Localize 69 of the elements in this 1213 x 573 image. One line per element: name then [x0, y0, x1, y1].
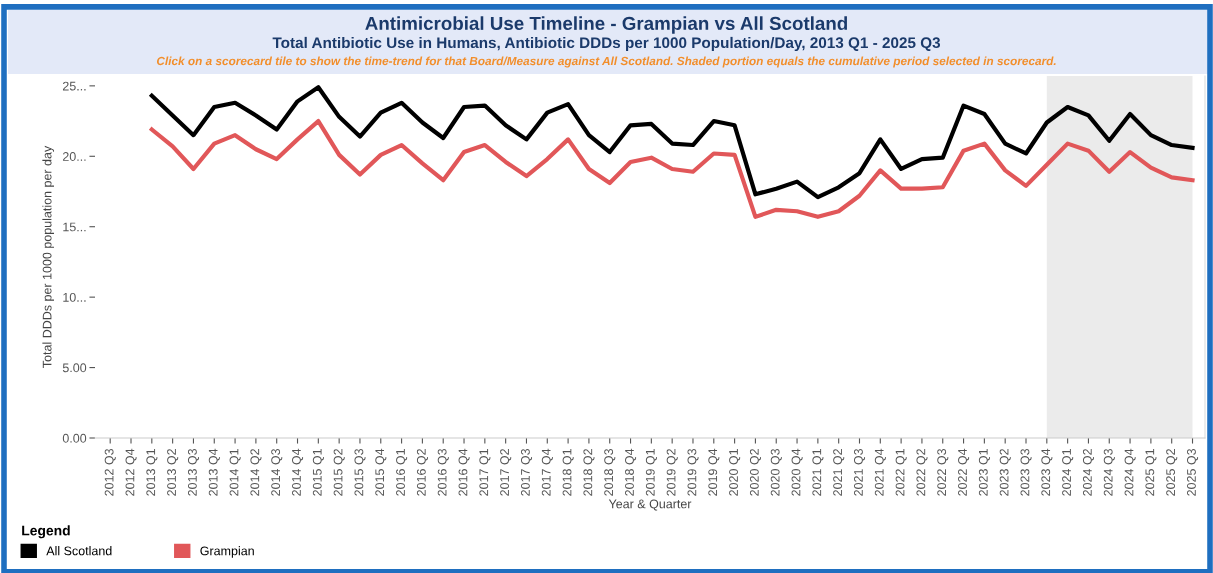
x-tick-label: 2015 Q3: [354, 448, 366, 496]
x-tick-label: 2019 Q4: [708, 448, 720, 496]
legend-label: Grampian: [200, 546, 254, 558]
x-tick-label: 2023 Q1: [978, 449, 990, 496]
x-tick-label: 2017 Q3: [520, 448, 533, 496]
x-tick-label: 2016 Q1: [396, 449, 408, 496]
x-tick-label: 2025 Q2: [1166, 449, 1178, 496]
x-tick-label: 2015 Q4: [375, 448, 387, 496]
x-tick-label: 2021 Q2: [833, 449, 845, 496]
x-tick-label: 2016 Q2: [416, 449, 428, 496]
x-tick-label: 2020 Q2: [749, 449, 762, 496]
x-tick-label: 2022 Q3: [937, 448, 949, 496]
x-tick-label: 2016 Q3: [437, 448, 449, 496]
x-tick-label: 2013 Q4: [208, 448, 220, 496]
x-tick-label: 2013 Q2: [167, 449, 179, 496]
y-tick-label: 5.00: [62, 363, 87, 373]
x-tick-label: 2023 Q2: [999, 449, 1011, 496]
x-tick-label: 2017 Q2: [500, 449, 512, 496]
x-tick-label: 2025 Q1: [1145, 449, 1157, 496]
x-tick-label: 2016 Q4: [458, 448, 470, 496]
x-tick-label: 2018 Q1: [562, 449, 574, 496]
x-tick-label: 2021 Q3: [853, 448, 866, 496]
x-tick-label: 2012 Q3: [104, 448, 116, 496]
x-tick-label: 2015 Q2: [333, 449, 345, 496]
x-tick-label: 2020 Q3: [770, 448, 782, 496]
x-tick-label: 2024 Q3: [1103, 448, 1115, 496]
y-tick-label: 10...: [63, 292, 86, 302]
x-tick-label: 2017 Q1: [479, 449, 491, 496]
x-tick-label: 2023 Q4: [1041, 448, 1053, 496]
x-axis-title: Year & Quarter: [608, 499, 692, 511]
y-tick-label: 15...: [63, 222, 86, 232]
x-tick-label: 2022 Q4: [958, 448, 970, 496]
x-tick-label: 2022 Q1: [895, 449, 907, 496]
y-tick-label: 25...: [62, 81, 86, 91]
line-series: [149, 118, 1195, 219]
line-series: [149, 85, 1195, 200]
x-tick-label: 2022 Q2: [916, 449, 928, 496]
x-tick-label: 2025 Q3: [1187, 448, 1199, 496]
x-tick-label: 2023 Q3: [1020, 448, 1032, 496]
x-tick-label: 2012 Q4: [125, 448, 137, 496]
x-tick-label: 2013 Q1: [146, 449, 158, 496]
legend-title: Legend: [22, 525, 70, 539]
legend-label: All Scotland: [46, 546, 112, 556]
x-tick-label: 2021 Q4: [874, 448, 886, 496]
chart-title: Antimicrobial Use Timeline - Grampian vs All Scotland: [365, 16, 848, 34]
x-tick-label: 2014 Q2: [250, 449, 262, 496]
x-tick-label: 2018 Q3: [604, 448, 616, 496]
x-tick-label: 2020 Q4: [791, 448, 803, 496]
x-tick-label: 2019 Q2: [666, 449, 678, 496]
x-tick-label: 2014 Q3: [271, 448, 283, 496]
x-tick-label: 2017 Q4: [541, 448, 553, 496]
y-tick-label: 20...: [62, 152, 86, 161]
x-tick-label: 2019 Q3: [687, 448, 699, 496]
x-tick-label: 2014 Q1: [229, 449, 241, 496]
x-tick-label: 2019 Q1: [645, 449, 657, 496]
x-tick-label: 2018 Q2: [583, 449, 595, 496]
x-tick-label: 2024 Q2: [1082, 449, 1095, 496]
x-tick-label: 2021 Q1: [812, 449, 824, 496]
x-tick-label: 2024 Q4: [1124, 448, 1136, 496]
x-tick-label: 2020 Q1: [729, 449, 741, 496]
y-tick-label: 0.00: [62, 433, 87, 443]
text: Click on a scorecard tile to show the time-trend for that Board/Measure against All Scotland. Shaded portion equals the cumulative period selected in scorecard.: [156, 56, 1056, 68]
x-tick-label: 2024 Q1: [1062, 449, 1074, 496]
x-tick-label: 2013 Q3: [187, 448, 200, 496]
x-tick-label: 2014 Q4: [292, 448, 304, 496]
y-axis-title: Total DDDs per 1000 population per day: [42, 145, 55, 368]
x-tick-label: 2015 Q1: [312, 449, 324, 496]
x-tick-label: 2018 Q4: [625, 448, 637, 496]
chart-subtitle: Total Antibiotic Use in Humans, Antibiotic DDDs per 1000 Population/Day, 2013 Q1 - 2025 Q3: [272, 36, 941, 52]
